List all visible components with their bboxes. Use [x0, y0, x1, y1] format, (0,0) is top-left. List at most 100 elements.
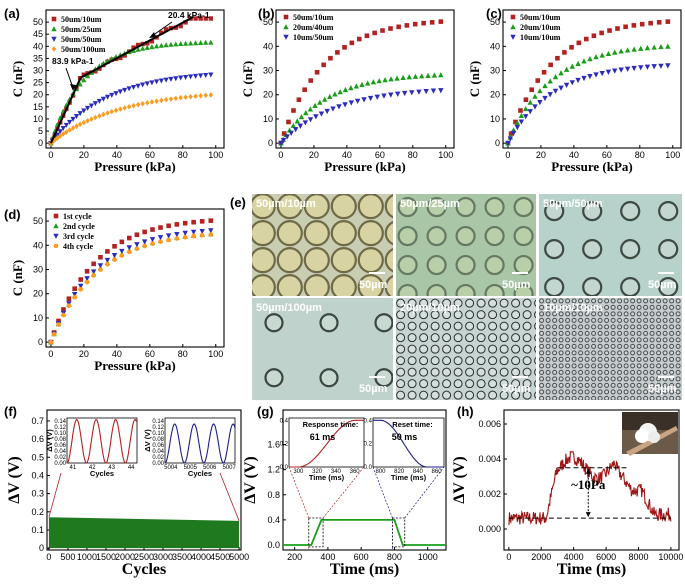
- data-point: [514, 125, 521, 131]
- micro-dome: [643, 317, 649, 323]
- micro-dome: [649, 343, 655, 349]
- data-point: [191, 233, 196, 239]
- data-point: [140, 45, 146, 51]
- data-point: [203, 72, 209, 78]
- micro-dome: [610, 382, 616, 388]
- micro-dome: [675, 350, 681, 356]
- data-point: [56, 318, 61, 324]
- data-point: [356, 36, 362, 42]
- micro-dome: [643, 330, 649, 336]
- micro-dome: [623, 363, 629, 369]
- micro-dome: [499, 356, 509, 366]
- data-point: [141, 239, 148, 245]
- inset-connector: [404, 466, 445, 519]
- data-point: [513, 119, 518, 125]
- micro-dome: [539, 389, 545, 395]
- data-point: [182, 220, 188, 226]
- data-point: [523, 114, 529, 120]
- micro-dome: [662, 298, 668, 304]
- data-point: [104, 94, 111, 100]
- data-point: [84, 276, 90, 282]
- micro-dome: [630, 324, 636, 330]
- micro-dome: [675, 317, 681, 323]
- data-point: [599, 52, 605, 58]
- micro-dome: [578, 343, 584, 349]
- data-point: [294, 118, 300, 124]
- micro-dome: [604, 343, 610, 349]
- y-tick-label: 40: [33, 240, 43, 250]
- inset-title: Reset time:: [392, 420, 432, 429]
- data-point: [198, 39, 204, 45]
- data-point: [97, 113, 102, 119]
- data-point: [105, 249, 110, 254]
- inset-x-label: Time (ms): [309, 473, 345, 482]
- data-point: [117, 89, 123, 95]
- micro-dome: [643, 343, 649, 349]
- micro-dome: [552, 311, 558, 317]
- x-tick-label: 0: [46, 552, 51, 562]
- micro-dome: [357, 220, 384, 247]
- y-tick-label: 50: [263, 17, 273, 27]
- micro-dome: [545, 317, 551, 323]
- y-tick-label: 0.002: [478, 489, 501, 499]
- micro-dome: [649, 330, 655, 336]
- micro-dome: [630, 376, 636, 382]
- micro-dome: [669, 311, 675, 317]
- inset-y-tick: 0.14: [54, 419, 66, 425]
- micro-dome: [578, 376, 584, 382]
- micro-dome: [522, 298, 532, 308]
- micro-dome: [669, 382, 675, 388]
- micro-dome: [397, 225, 418, 247]
- data-point: [56, 322, 61, 327]
- micro-dome: [649, 304, 655, 310]
- x-tick-label: 5000: [229, 552, 249, 562]
- micro-dome: [453, 321, 463, 331]
- data-point: [190, 229, 197, 235]
- plot-frame: [503, 409, 680, 551]
- data-point: [101, 111, 106, 118]
- data-point: [100, 96, 107, 102]
- data-point: [297, 123, 304, 129]
- inset-x-tick: 800: [375, 469, 386, 475]
- inset-y-tick: 0.02: [54, 455, 66, 461]
- data-point: [581, 75, 587, 82]
- micro-dome: [545, 363, 551, 369]
- micro-dome: [624, 403, 628, 407]
- y-tick-label: 0: [38, 138, 43, 148]
- micro-dome: [597, 395, 603, 400]
- data-point: [122, 105, 127, 111]
- signal-band: [48, 517, 240, 549]
- micro-dome: [442, 298, 452, 308]
- micro-dome: [566, 403, 570, 407]
- data-point: [421, 20, 426, 26]
- micro-dome: [476, 310, 486, 320]
- micro-dome: [657, 403, 661, 407]
- micro-dome: [604, 330, 610, 336]
- micro-dome: [643, 395, 649, 400]
- micro-dome: [636, 363, 642, 369]
- data-point: [288, 130, 294, 136]
- micro-dome: [675, 369, 681, 375]
- inset-y-tick: 0.00: [152, 461, 164, 467]
- micro-dome: [565, 369, 571, 375]
- micro-dome: [610, 356, 616, 362]
- micro-dome: [578, 382, 584, 388]
- micro-dome: [511, 321, 521, 331]
- data-point: [374, 94, 380, 100]
- micro-dome: [553, 403, 557, 407]
- data-point: [569, 44, 574, 50]
- data-point: [583, 36, 589, 42]
- micro-dome: [571, 350, 577, 356]
- micro-dome: [442, 367, 452, 377]
- panel-label: (f): [4, 404, 17, 419]
- micro-dome: [584, 324, 590, 330]
- micro-dome: [539, 324, 545, 330]
- micro-dome: [579, 403, 583, 407]
- micro-dome: [617, 317, 623, 323]
- micro-dome: [303, 220, 330, 247]
- y-axis-label: C (nF): [467, 61, 482, 97]
- micro-dome: [571, 369, 577, 375]
- legend-label: 2nd cycle: [63, 222, 95, 231]
- data-point: [130, 85, 137, 91]
